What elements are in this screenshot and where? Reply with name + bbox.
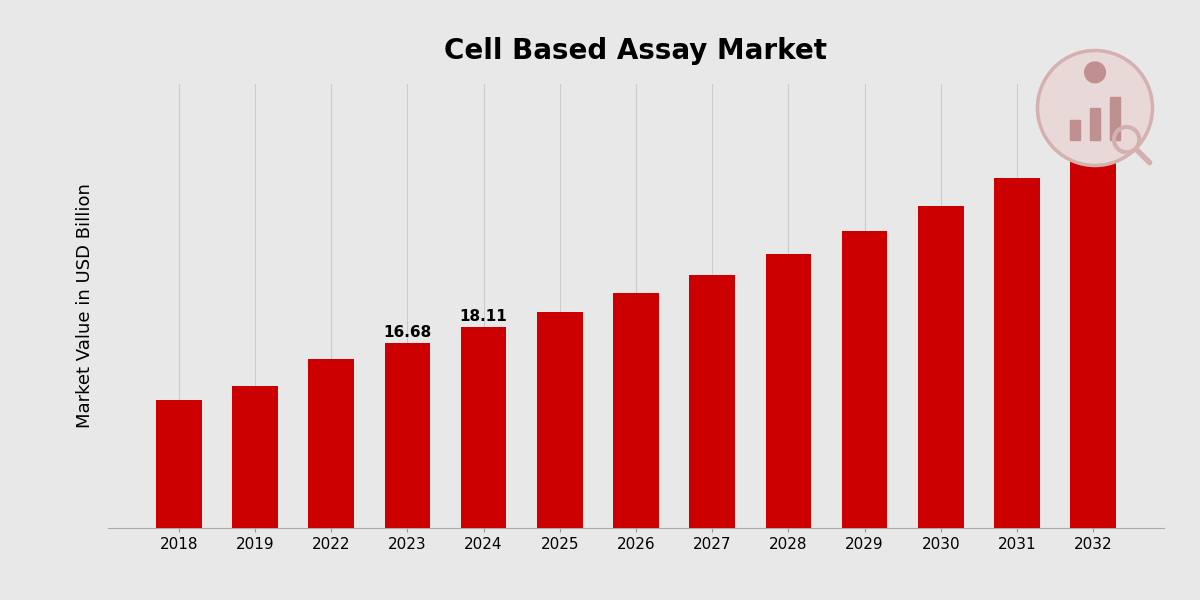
Bar [1070,140,1116,528]
Bar [156,400,202,528]
Bar [1090,108,1100,140]
Bar [1110,97,1121,140]
Text: 16.68: 16.68 [383,325,432,340]
Circle shape [1085,62,1105,83]
Circle shape [1038,50,1152,166]
Text: 18.11: 18.11 [460,308,508,323]
Bar [918,206,964,528]
Bar [766,254,811,528]
Text: 34.99: 34.99 [1069,121,1117,136]
Bar [613,293,659,528]
Bar [536,311,583,528]
Bar [384,343,431,528]
Title: Cell Based Assay Market: Cell Based Assay Market [444,37,828,65]
Y-axis label: Market Value in USD Billion: Market Value in USD Billion [76,184,94,428]
Bar [461,327,506,528]
Bar [841,230,888,528]
Bar [689,275,736,528]
Bar [232,386,278,528]
Bar [1069,119,1080,140]
Bar [994,178,1040,528]
Bar [308,359,354,528]
